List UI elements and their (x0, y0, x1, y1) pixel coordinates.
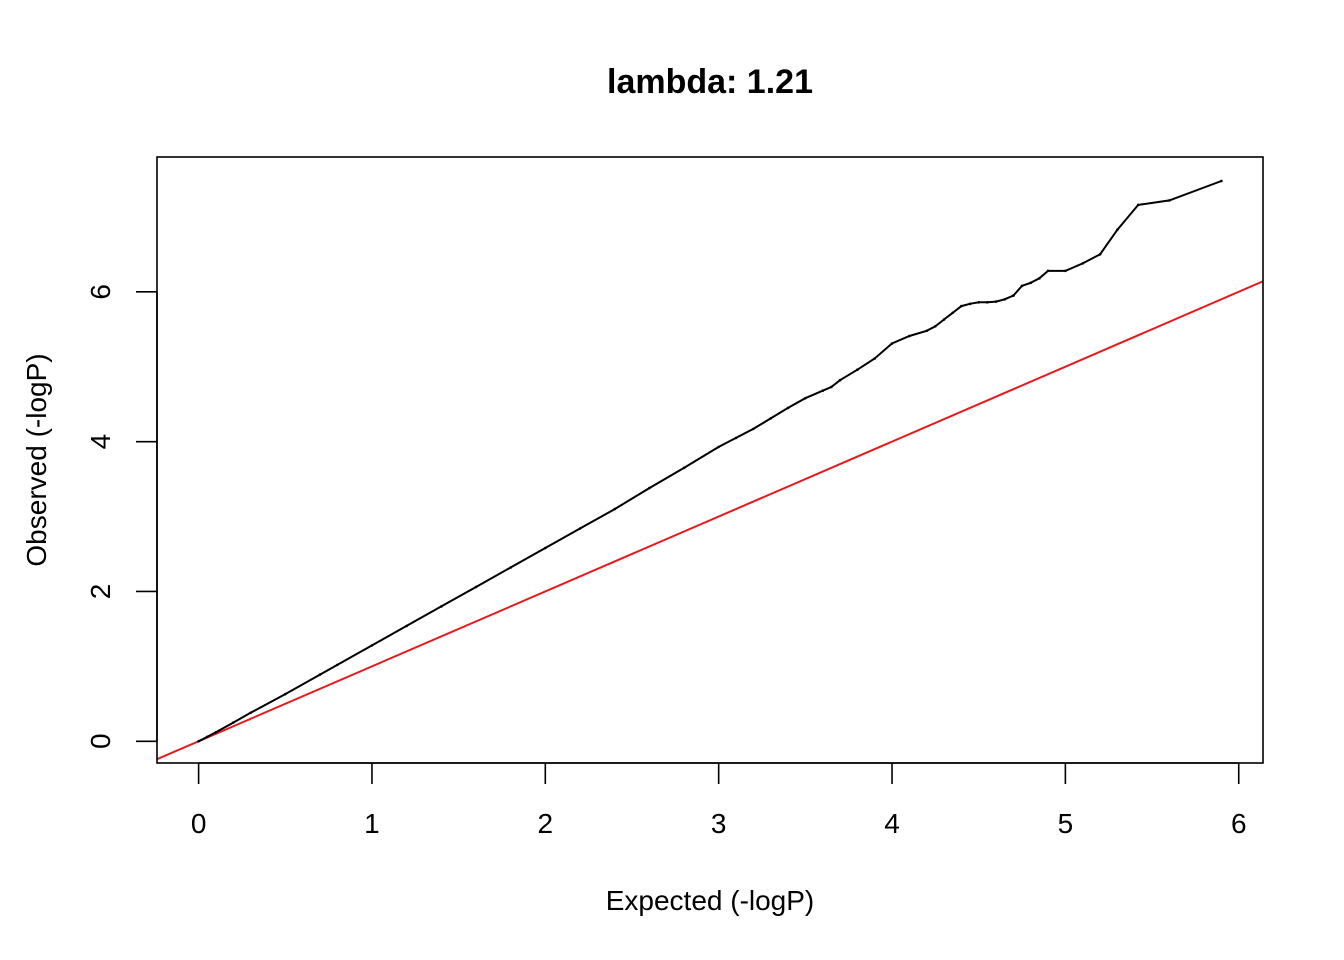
data-point (752, 427, 755, 431)
x-tick-label: 2 (538, 808, 554, 839)
data-point (214, 730, 218, 734)
x-tick-label: 1 (364, 808, 380, 839)
observed-trace (198, 180, 1222, 743)
data-point (1038, 277, 1041, 280)
data-point (1136, 203, 1140, 207)
data-point (977, 301, 980, 304)
data-point (942, 318, 946, 321)
data-point (1220, 179, 1223, 183)
data-point (682, 466, 686, 470)
data-point (908, 334, 911, 338)
x-axis: 0 1 2 3 4 5 6 (191, 762, 1247, 839)
data-point (890, 342, 894, 345)
data-point (1081, 262, 1085, 265)
data-point (231, 721, 235, 724)
y-tick-label: 6 (85, 284, 116, 300)
data-point (986, 301, 989, 304)
data-point (925, 329, 928, 333)
data-point (578, 527, 582, 530)
data-point (249, 711, 252, 715)
data-point (405, 624, 408, 628)
data-point (804, 396, 807, 400)
data-point (1029, 281, 1033, 285)
x-axis-label: Expected (-logP) (606, 885, 815, 916)
data-point (1012, 294, 1015, 297)
data-point (613, 507, 616, 511)
data-point (1003, 298, 1007, 301)
y-axis-label: Observed (-logP) (21, 353, 52, 566)
data-point (960, 304, 963, 308)
data-point (856, 368, 859, 372)
data-point (440, 605, 443, 608)
data-point (335, 663, 339, 667)
y-tick-label: 4 (85, 434, 116, 450)
data-point (1064, 269, 1067, 273)
data-point (509, 566, 512, 569)
x-tick-label: 4 (884, 808, 900, 839)
data-point (951, 311, 954, 315)
data-point (474, 585, 478, 589)
data-point (1020, 284, 1024, 288)
data-point (830, 385, 833, 389)
x-tick-label: 3 (711, 808, 727, 839)
data-point (838, 378, 842, 382)
data-point (1098, 253, 1102, 256)
reference-line (157, 280, 1263, 761)
data-point (968, 302, 972, 306)
data-point (544, 546, 547, 550)
data-point (1046, 269, 1050, 273)
data-point (717, 445, 720, 449)
data-point (318, 673, 322, 676)
data-point (1168, 199, 1171, 202)
data-point (197, 739, 200, 743)
data-point (283, 692, 287, 696)
data-point (786, 406, 790, 410)
x-tick-label: 0 (191, 808, 207, 839)
data-point (769, 417, 772, 420)
data-point (648, 486, 651, 490)
x-tick-label: 5 (1058, 808, 1074, 839)
data-point (370, 644, 374, 647)
data-point (734, 436, 738, 440)
y-tick-label: 0 (85, 733, 116, 749)
data-point (821, 389, 824, 393)
data-point (873, 357, 876, 360)
chart-title: lambda: 1.21 (607, 63, 813, 101)
data-point (205, 735, 209, 739)
y-axis: 0 2 4 6 (85, 284, 158, 749)
data-point (934, 324, 937, 328)
data-point (994, 300, 998, 303)
y-tick-label: 2 (85, 584, 116, 600)
data-point (1116, 228, 1119, 231)
x-tick-label: 6 (1231, 808, 1247, 839)
